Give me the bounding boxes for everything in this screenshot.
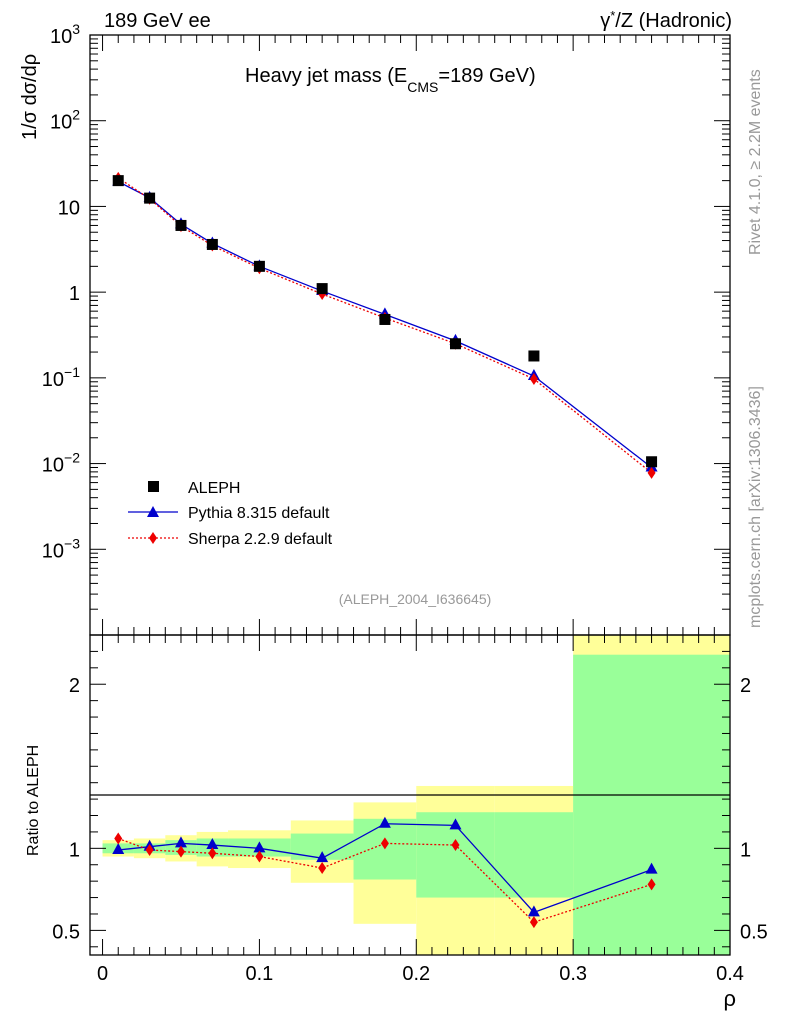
axis-ticks bbox=[90, 34, 731, 955]
ratio-series-lines bbox=[118, 823, 652, 923]
sherpa-ratio-point bbox=[255, 850, 264, 863]
pythia-ratio-point bbox=[645, 862, 658, 874]
x-tick-label: 0.1 bbox=[246, 963, 274, 985]
pythia-line bbox=[117, 180, 652, 469]
rivet-version-label: Rivet 4.1.0, ≥ 2.2M events bbox=[747, 69, 764, 255]
band-inner-bin bbox=[573, 654, 730, 955]
sherpa-point bbox=[647, 466, 656, 479]
aleph-point bbox=[316, 283, 328, 295]
sherpa-ratio-point bbox=[318, 862, 327, 875]
ratio-uncertainty-bands bbox=[102, 635, 730, 955]
legend-label-sherpa: Sherpa 2.2.9 default bbox=[188, 531, 333, 548]
aleph-point bbox=[646, 456, 658, 468]
aleph-point bbox=[144, 192, 156, 204]
aleph-point bbox=[175, 219, 187, 231]
ratio-series-markers bbox=[112, 816, 658, 929]
y-tick-label-ratio: 0.5 bbox=[52, 921, 80, 943]
aleph-point bbox=[253, 260, 265, 272]
y-tick-label-ratio: 2 bbox=[69, 675, 80, 697]
y-tick-label-ratio-right: 0.5 bbox=[740, 921, 768, 943]
aleph-point bbox=[449, 338, 461, 350]
ratio-plot-frame bbox=[89, 634, 731, 956]
analysis-id-label: (ALEPH_2004_I636645) bbox=[339, 591, 492, 607]
pythia-ratio-point bbox=[112, 842, 125, 854]
pythia-ratio-point bbox=[449, 818, 462, 830]
sherpa-ratio-point bbox=[451, 839, 460, 852]
sherpa-ratio-point bbox=[208, 847, 217, 860]
legend-marker-aleph bbox=[148, 481, 159, 492]
y-tick-label-main: 1 bbox=[69, 283, 80, 305]
y-tick-label-main: 10−3 bbox=[42, 535, 80, 562]
header-process-label: γ*/Z (Hadronic) bbox=[600, 8, 732, 32]
y-tick-label-main: 10 bbox=[58, 197, 80, 219]
aleph-point bbox=[528, 350, 540, 362]
y-tick-label-main: 102 bbox=[50, 107, 80, 134]
pythia-ratio-point bbox=[253, 841, 266, 853]
pythia-ratio-point bbox=[174, 836, 187, 848]
sherpa-ratio-point bbox=[114, 832, 123, 845]
aleph-point bbox=[112, 175, 124, 187]
legend: ALEPH Pythia 8.315 default Sherpa 2.2.9 … bbox=[128, 480, 333, 548]
sherpa-point bbox=[529, 372, 538, 385]
main-plot-frame bbox=[89, 34, 731, 636]
aleph-point bbox=[206, 238, 218, 250]
pythia-ratio-point bbox=[206, 838, 219, 850]
y-axis-label-ratio: Ratio to ALEPH bbox=[25, 745, 42, 856]
legend-marker-sherpa bbox=[149, 532, 157, 544]
sherpa-line bbox=[117, 177, 652, 474]
pythia-ratio-point bbox=[527, 905, 540, 917]
x-tick-label: 0.4 bbox=[716, 963, 744, 985]
y-tick-label-ratio: 1 bbox=[69, 839, 80, 861]
main-series-lines bbox=[117, 177, 652, 474]
legend-label-aleph: ALEPH bbox=[188, 480, 240, 497]
y-tick-label-main: 10−2 bbox=[42, 450, 80, 477]
sherpa-ratio-point bbox=[647, 878, 656, 891]
sherpa-ratio-point bbox=[145, 843, 154, 856]
plot-title: Heavy jet mass (ECMS=189 GeV) bbox=[245, 65, 536, 95]
x-tick-label: 0.2 bbox=[402, 963, 430, 985]
band-inner-bin bbox=[494, 812, 574, 898]
main-series-markers bbox=[112, 171, 658, 479]
aleph-point bbox=[379, 313, 391, 325]
y-tick-label-main: 10−1 bbox=[42, 364, 80, 391]
sherpa-ratio-line bbox=[118, 837, 652, 923]
y-tick-label-ratio-right: 2 bbox=[740, 675, 751, 697]
x-tick-label: 0 bbox=[97, 963, 108, 985]
legend-label-pythia: Pythia 8.315 default bbox=[188, 505, 330, 522]
header-energy-label: 189 GeV ee bbox=[104, 10, 211, 32]
y-tick-label-ratio-right: 1 bbox=[740, 839, 751, 861]
sherpa-ratio-point bbox=[176, 845, 185, 858]
y-axis-label-main: 1/σ dσ/dρ bbox=[19, 54, 41, 140]
sherpa-ratio-point bbox=[380, 837, 389, 850]
mcplots-label: mcplots.cern.ch [arXiv:1306.3436] bbox=[747, 386, 764, 628]
x-axis-label: ρ bbox=[723, 986, 736, 1011]
pythia-ratio-line bbox=[118, 823, 652, 914]
legend-marker-pythia bbox=[147, 506, 159, 517]
pythia-ratio-point bbox=[378, 816, 391, 828]
pythia-ratio-point bbox=[316, 851, 329, 863]
y-tick-label-main: 103 bbox=[50, 21, 80, 48]
x-tick-label: 0.3 bbox=[559, 963, 587, 985]
axis-tick-labels: 10−3 10−2 10−1 1 10 102 103 0 0.1 0.2 0.3 0.4 0.5 0.5… bbox=[42, 21, 768, 985]
sherpa-ratio-point bbox=[529, 916, 538, 929]
